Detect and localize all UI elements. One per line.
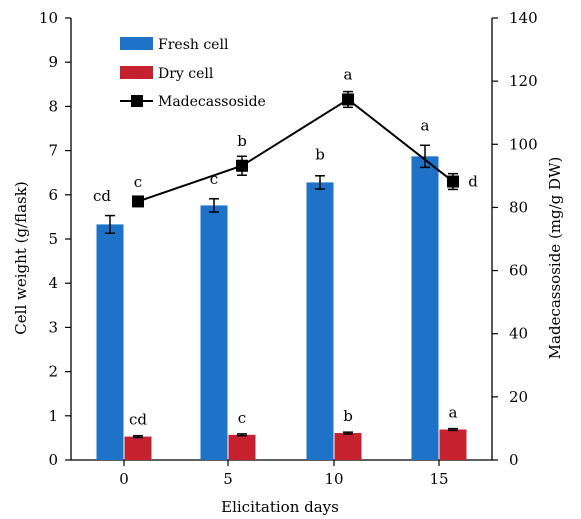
y2-tick-label: 20 (509, 388, 528, 406)
y2-tick-label: 60 (509, 262, 528, 280)
y-tick-label: 1 (48, 407, 58, 425)
y2-axis-title: Madecassoside (mg/g DW) (546, 157, 564, 360)
legend-fresh-cell-label: Fresh cell (158, 37, 229, 53)
fresh-cell-bar (411, 156, 439, 460)
legend-fresh-cell-swatch (120, 37, 153, 50)
y2-tick-label: 40 (509, 325, 528, 343)
madecassoside-marker (236, 159, 248, 172)
y-tick-label: 6 (48, 186, 58, 204)
y2-tick-label: 80 (509, 198, 528, 216)
y-tick-label: 5 (48, 230, 58, 248)
fresh-cell-bar (200, 205, 228, 460)
fresh-cell-significance-label: b (315, 145, 325, 163)
legend-madecassoside-marker (131, 95, 143, 107)
y2-tick-label: 120 (509, 72, 538, 90)
madecassoside-significance-label: a (344, 66, 353, 84)
x-tick-label: 10 (324, 470, 343, 488)
dry-cell-bar (228, 434, 256, 460)
x-tick-label: 15 (429, 470, 448, 488)
y2-tick-label: 0 (509, 451, 519, 469)
fresh-cell-significance-label: cd (93, 187, 111, 205)
fresh-cell-bar (306, 182, 334, 460)
dry-cell-significance-label: b (343, 407, 353, 425)
legend-dry-cell-swatch (120, 66, 153, 79)
y2-tick-label: 140 (509, 9, 538, 27)
fresh-cell-significance-label: a (421, 117, 430, 135)
legend-dry-cell-label: Dry cell (158, 66, 214, 82)
dry-cell-bar (439, 429, 467, 460)
legend-madecassoside-label: Madecassoside (158, 94, 266, 110)
x-tick-label: 5 (223, 470, 233, 488)
y-tick-label: 4 (48, 274, 58, 292)
madecassoside-line (137, 98, 454, 203)
madecassoside-marker (447, 175, 459, 188)
x-tick-label: 0 (119, 470, 129, 488)
legend: Fresh cell Dry cell Madecassoside (120, 37, 266, 110)
y-tick-label: 8 (48, 97, 58, 115)
y-axis-title: Cell weight (g/flask) (12, 181, 30, 334)
dry-cell-significance-label: c (238, 409, 246, 427)
y-tick-label: 2 (48, 363, 58, 381)
y-tick-label: 10 (39, 9, 58, 27)
dry-cell-bar (334, 433, 362, 460)
madecassoside-marker (132, 195, 144, 208)
y2-tick-label: 100 (509, 135, 538, 153)
dry-cell-bar (124, 436, 152, 460)
dry-cell-significance-label: cd (129, 411, 147, 429)
y-tick-label: 3 (48, 318, 58, 336)
fresh-cell-bar (96, 224, 124, 460)
madecassoside-significance-label: b (237, 132, 247, 150)
y-tick-label: 0 (48, 451, 58, 469)
y-tick-label: 7 (48, 142, 58, 160)
dry-cell-significance-label: a (449, 404, 458, 422)
madecassoside-significance-label: c (134, 173, 142, 191)
fresh-cell-significance-label: c (210, 170, 218, 188)
x-axis-title: Elicitation days (221, 498, 339, 516)
madecassoside-significance-label: d (468, 173, 478, 191)
y-tick-label: 9 (48, 53, 58, 71)
madecassoside-marker (342, 93, 354, 106)
